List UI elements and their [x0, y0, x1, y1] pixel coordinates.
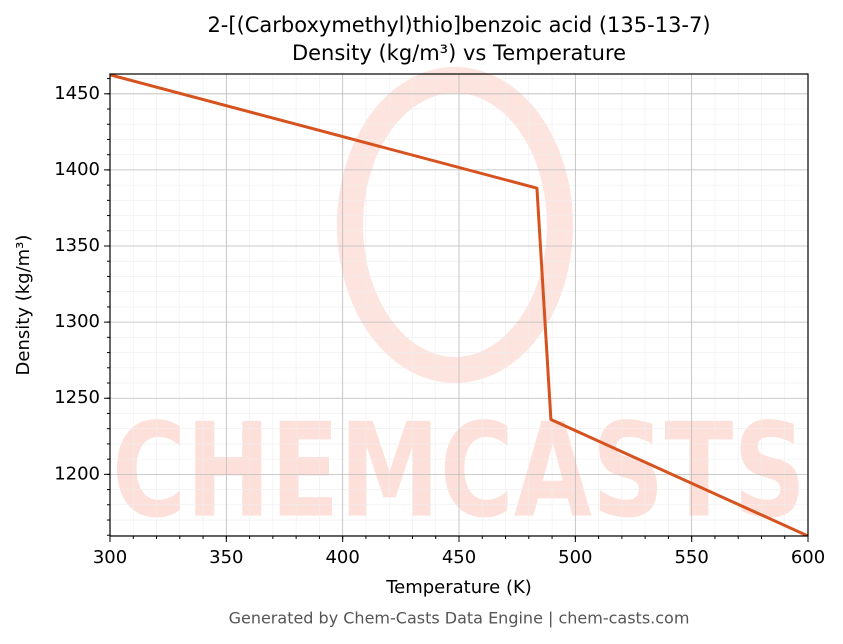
- plot-frame: [109, 73, 809, 537]
- watermark-logo: [337, 67, 573, 383]
- y-tick-label: 1450: [54, 83, 100, 104]
- y-tick-label: 1300: [54, 311, 100, 332]
- data-line: [110, 74, 808, 536]
- chart-subtitle: Density (kg/m³) vs Temperature: [292, 41, 626, 65]
- x-tick-label: 500: [558, 547, 592, 568]
- x-tick-label: 350: [209, 547, 243, 568]
- chart-title: 2-[(Carboxymethyl)thio]benzoic acid (135…: [207, 13, 710, 37]
- x-tick-label: 400: [325, 547, 359, 568]
- y-tick-label: 1400: [54, 159, 100, 180]
- x-tick-label: 450: [442, 547, 476, 568]
- x-tick-label: 600: [791, 547, 825, 568]
- x-axis-label: Temperature (K): [385, 577, 532, 598]
- y-tick-label: 1250: [54, 387, 100, 408]
- y-tick-label: 1200: [54, 463, 100, 484]
- y-axis-label: Density (kg/m³): [13, 235, 34, 376]
- x-tick-label: 550: [674, 547, 708, 568]
- x-tick-label: 300: [93, 547, 127, 568]
- footer: Generated by Chem-Casts Data Engine | ch…: [229, 609, 690, 628]
- y-tick-label: 1350: [54, 235, 100, 256]
